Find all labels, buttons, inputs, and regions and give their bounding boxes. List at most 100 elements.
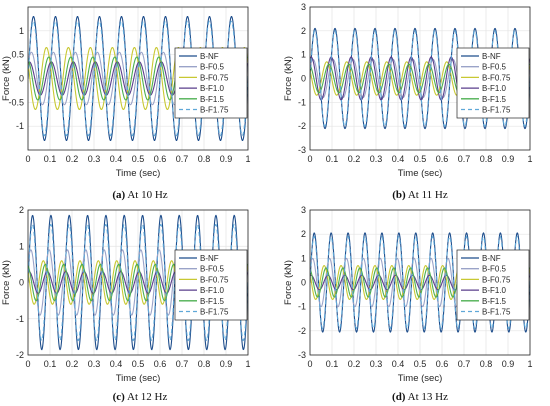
- x-tick-label: 0.2: [348, 154, 361, 164]
- y-tick-label: 1: [19, 241, 24, 251]
- x-tick-label: 1: [245, 359, 250, 369]
- legend-label: B-NF: [200, 254, 219, 263]
- y-tick-label: -1: [298, 97, 306, 107]
- legend-box: [456, 249, 530, 321]
- y-tick-label: -3: [298, 350, 306, 360]
- legend-label: B-F0.5: [200, 63, 225, 72]
- chart-panel-1: 0 0.1 0.2 0.3 0.4 0.5 0.6 0.7 0.8 0.9 1 -1 -0.5 0 0.5 1…: [1, 6, 251, 201]
- panel-caption-text: At 11 Hz: [406, 189, 448, 201]
- legend-label: B-F1.5: [200, 95, 225, 104]
- x-tick-label: 0: [25, 359, 30, 369]
- y-tick-label: -1: [16, 121, 24, 131]
- y-tick-label: 3: [301, 205, 306, 215]
- x-tick-label: 0.9: [220, 154, 233, 164]
- x-tick-label: 0.5: [414, 154, 427, 164]
- series-line-b-f1-75: [310, 30, 530, 127]
- x-tick-label: 0.9: [502, 154, 515, 164]
- x-tick-label: 0.7: [458, 154, 471, 164]
- x-tick-label: 0.5: [414, 359, 427, 369]
- axes-box: [309, 209, 531, 356]
- y-tick-label: 0: [301, 278, 306, 288]
- legend-box: [174, 47, 248, 119]
- legend-label: B-NF: [482, 254, 501, 263]
- series-line-b-f1-75: [28, 20, 248, 137]
- x-tick-label: 0.3: [370, 359, 383, 369]
- x-axis-label: Time (sec): [116, 168, 161, 179]
- x-tick-label: 0.8: [480, 154, 493, 164]
- chart-panel-3: 0 0.1 0.2 0.3 0.4 0.5 0.6 0.7 0.8 0.9 1 -2 -1 0 1 2 Time…: [1, 205, 251, 403]
- legend-label: B-F1.0: [482, 286, 507, 295]
- x-tick-label: 0.1: [44, 154, 57, 164]
- y-tick-label: -1: [16, 314, 24, 324]
- x-axis-label: Time (sec): [398, 168, 443, 179]
- x-tick-label: 0.4: [392, 359, 405, 369]
- legend-label: B-F0.75: [482, 275, 511, 284]
- legend-label: B-F1.75: [200, 106, 229, 115]
- panel-caption-letter: (c): [113, 391, 126, 403]
- x-tick-label: 1: [245, 154, 250, 164]
- legend-box: [174, 249, 248, 321]
- x-tick-label: 0.1: [44, 359, 57, 369]
- panel-caption: (b) At 11 Hz: [392, 189, 448, 201]
- x-axis-label: Time (sec): [398, 373, 443, 384]
- x-tick-label: 1: [527, 154, 532, 164]
- y-axis-label: Force (kN): [283, 260, 294, 305]
- legend-label: B-F0.5: [200, 265, 225, 274]
- panel-caption: (d) At 13 Hz: [392, 391, 448, 403]
- legend-label: B-F1.75: [200, 308, 229, 317]
- x-tick-label: 0.8: [198, 154, 211, 164]
- panel-caption-text: At 12 Hz: [125, 391, 168, 403]
- x-tick-label: 0.7: [176, 359, 189, 369]
- x-tick-label: 0.8: [198, 359, 211, 369]
- legend-label: B-F1.5: [482, 95, 507, 104]
- y-tick-label: 0.5: [11, 50, 24, 60]
- series-line-b-f1-75: [310, 235, 530, 330]
- legend-label: B-F0.5: [482, 63, 507, 72]
- x-tick-label: 0.6: [436, 154, 449, 164]
- axes-box: [309, 6, 531, 151]
- y-tick-label: -2: [298, 326, 306, 336]
- y-tick-label: 0: [301, 74, 306, 84]
- panel-caption-text: At 10 Hz: [125, 189, 168, 201]
- x-tick-label: 0.6: [436, 359, 449, 369]
- y-tick-label: 0: [19, 278, 24, 288]
- x-tick-label: 0.7: [176, 154, 189, 164]
- y-tick-label: -2: [298, 121, 306, 131]
- y-tick-label: 1: [301, 50, 306, 60]
- x-tick-label: 0.6: [154, 359, 167, 369]
- y-tick-label: -2: [16, 350, 24, 360]
- legend-label: B-F0.5: [482, 265, 507, 274]
- x-tick-label: 0.3: [370, 154, 383, 164]
- x-tick-label: 0: [307, 154, 312, 164]
- y-tick-label: 2: [301, 229, 306, 239]
- x-tick-label: 0.8: [480, 359, 493, 369]
- y-tick-label: -3: [298, 145, 306, 155]
- x-tick-label: 0: [25, 154, 30, 164]
- y-tick-label: 1: [301, 253, 306, 263]
- chart-panel-4: 0 0.1 0.2 0.3 0.4 0.5 0.6 0.7 0.8 0.9 1 -3 -2 -1 0 1 2 3 T…: [283, 205, 533, 403]
- legend-label: B-F0.75: [482, 73, 511, 82]
- x-axis-label: Time (sec): [116, 373, 161, 384]
- y-axis-label: Force (kN): [1, 56, 12, 101]
- legend-label: B-F1.5: [482, 297, 507, 306]
- x-tick-label: 0.1: [326, 154, 339, 164]
- axes-box: [27, 209, 249, 356]
- y-tick-label: 3: [301, 2, 306, 12]
- x-tick-label: 1: [527, 359, 532, 369]
- x-tick-label: 0.7: [458, 359, 471, 369]
- x-tick-label: 0.2: [66, 359, 79, 369]
- x-tick-label: 0.1: [326, 359, 339, 369]
- legend-label: B-F0.75: [200, 275, 229, 284]
- panel-caption: (a) At 10 Hz: [112, 189, 167, 201]
- legend-label: B-F1.75: [482, 106, 511, 115]
- y-tick-label: -0.5: [8, 97, 24, 107]
- y-axis-label: Force (kN): [283, 56, 294, 101]
- x-tick-label: 0.5: [132, 154, 145, 164]
- axes-box: [27, 6, 249, 151]
- y-tick-label: 1: [19, 26, 24, 36]
- legend-label: B-F0.75: [200, 73, 229, 82]
- x-tick-label: 0: [307, 359, 312, 369]
- panel-caption-letter: (d): [392, 391, 406, 403]
- x-tick-label: 0.9: [220, 359, 233, 369]
